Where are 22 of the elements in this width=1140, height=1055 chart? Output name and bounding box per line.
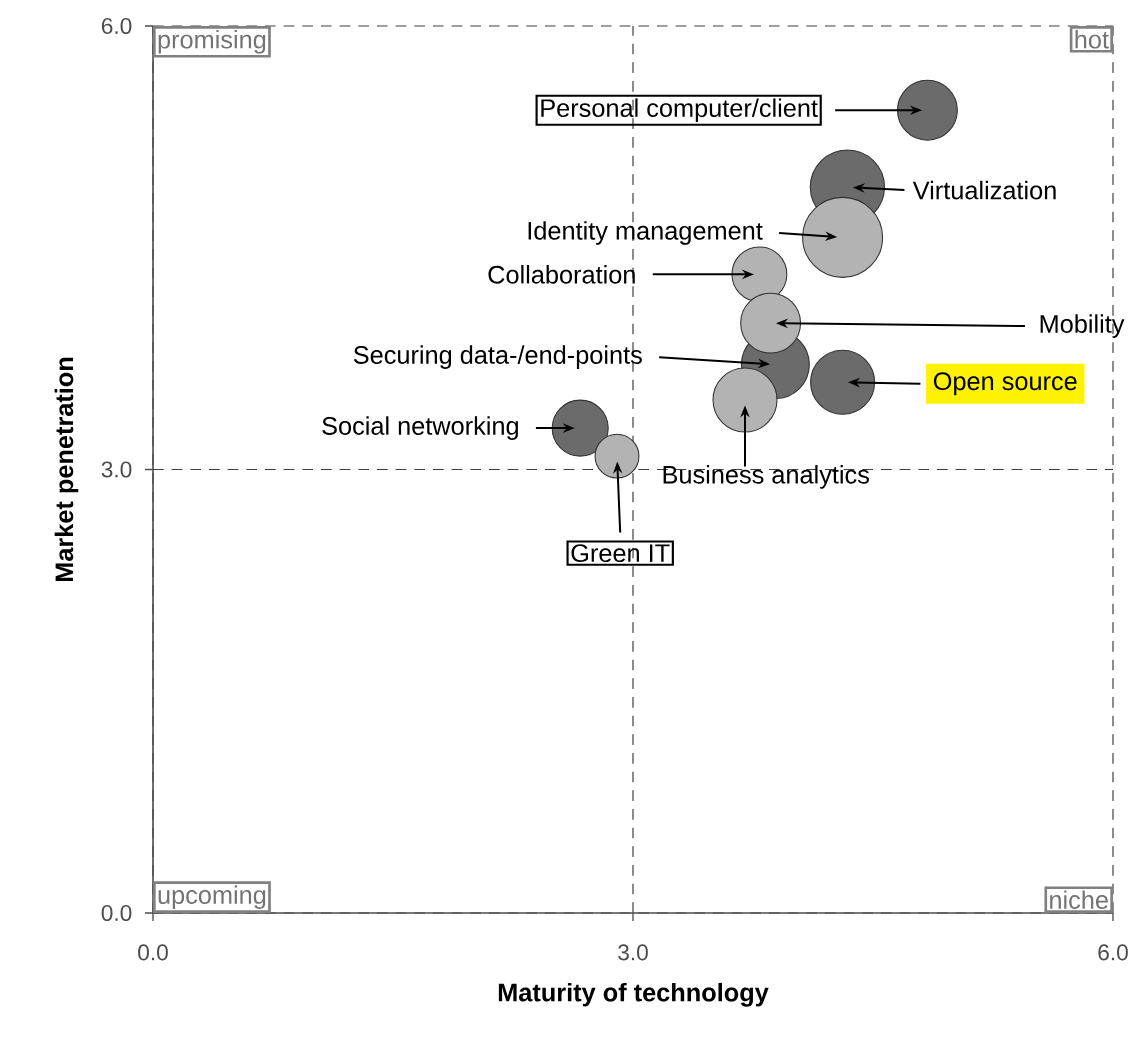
annotation: Mobility xyxy=(1040,314,1125,338)
x-tick-label: 0.0 xyxy=(138,944,168,961)
annotation: Social networking xyxy=(322,416,518,440)
y-tick-label: 3.0 xyxy=(101,461,132,478)
annotation: upcoming xyxy=(158,885,266,909)
annotation: Securing data-/end-points xyxy=(353,345,642,369)
x-tick-label: 3.0 xyxy=(618,944,648,961)
annotation: promising xyxy=(158,29,266,54)
annotation: Business analytics xyxy=(663,465,869,489)
x-tick-label: 6.0 xyxy=(1098,944,1128,961)
annotation: Identity management xyxy=(528,221,763,245)
annotation: hot xyxy=(1075,29,1109,49)
annotation: Open source xyxy=(933,372,1077,396)
y-tick-label: 0.0 xyxy=(101,904,132,922)
annotation: Personal computer/client xyxy=(541,98,818,123)
annotation: niche xyxy=(1050,890,1108,909)
x-axis-title: Maturity of technology xyxy=(498,982,769,1007)
y-axis-title: Market penetration xyxy=(54,357,79,582)
annotation: Collaboration xyxy=(488,265,635,284)
annotation: Green IT xyxy=(571,544,670,563)
y-tick-label: 6.0 xyxy=(101,17,132,35)
annotation: Virtualization xyxy=(912,180,1056,200)
